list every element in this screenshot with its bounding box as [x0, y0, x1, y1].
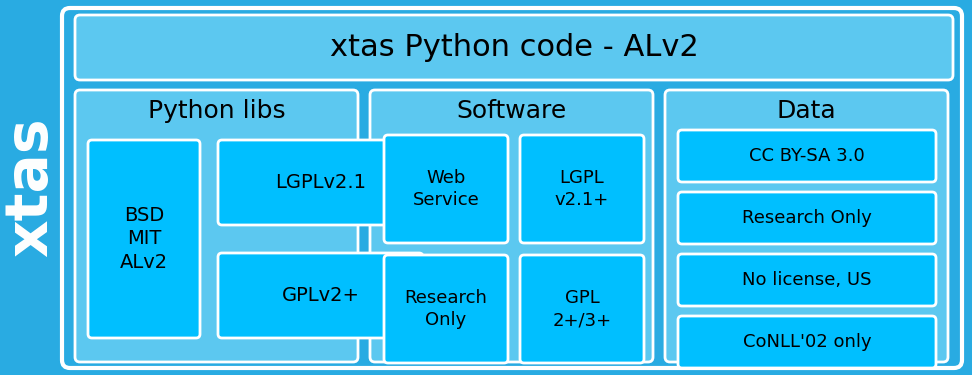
Text: Research
Only: Research Only — [404, 289, 487, 329]
Text: Software: Software — [457, 99, 567, 123]
Text: Web
Service: Web Service — [413, 169, 479, 209]
Text: Data: Data — [777, 99, 836, 123]
Text: xtas Python code - ALv2: xtas Python code - ALv2 — [330, 33, 698, 62]
FancyBboxPatch shape — [218, 140, 423, 225]
Text: Python libs: Python libs — [148, 99, 286, 123]
FancyBboxPatch shape — [678, 192, 936, 244]
FancyBboxPatch shape — [678, 254, 936, 306]
FancyBboxPatch shape — [62, 8, 962, 368]
FancyBboxPatch shape — [520, 135, 644, 243]
Text: GPL
2+/3+: GPL 2+/3+ — [552, 289, 611, 329]
Text: CC BY-SA 3.0: CC BY-SA 3.0 — [749, 147, 865, 165]
FancyBboxPatch shape — [678, 316, 936, 368]
Text: No license, US: No license, US — [743, 271, 872, 289]
Text: LGPLv2.1: LGPLv2.1 — [275, 173, 366, 192]
FancyBboxPatch shape — [370, 90, 653, 362]
FancyBboxPatch shape — [384, 135, 508, 243]
FancyBboxPatch shape — [678, 130, 936, 182]
Text: BSD
MIT
ALv2: BSD MIT ALv2 — [120, 206, 168, 272]
FancyBboxPatch shape — [520, 255, 644, 363]
Text: GPLv2+: GPLv2+ — [282, 286, 360, 305]
FancyBboxPatch shape — [75, 90, 358, 362]
FancyBboxPatch shape — [665, 90, 948, 362]
Text: CoNLL'02 only: CoNLL'02 only — [743, 333, 871, 351]
FancyBboxPatch shape — [88, 140, 200, 338]
Text: xtas: xtas — [3, 118, 59, 257]
FancyBboxPatch shape — [75, 15, 953, 80]
FancyBboxPatch shape — [384, 255, 508, 363]
Text: Research Only: Research Only — [742, 209, 872, 227]
Text: LGPL
v2.1+: LGPL v2.1+ — [555, 169, 609, 209]
FancyBboxPatch shape — [218, 253, 423, 338]
